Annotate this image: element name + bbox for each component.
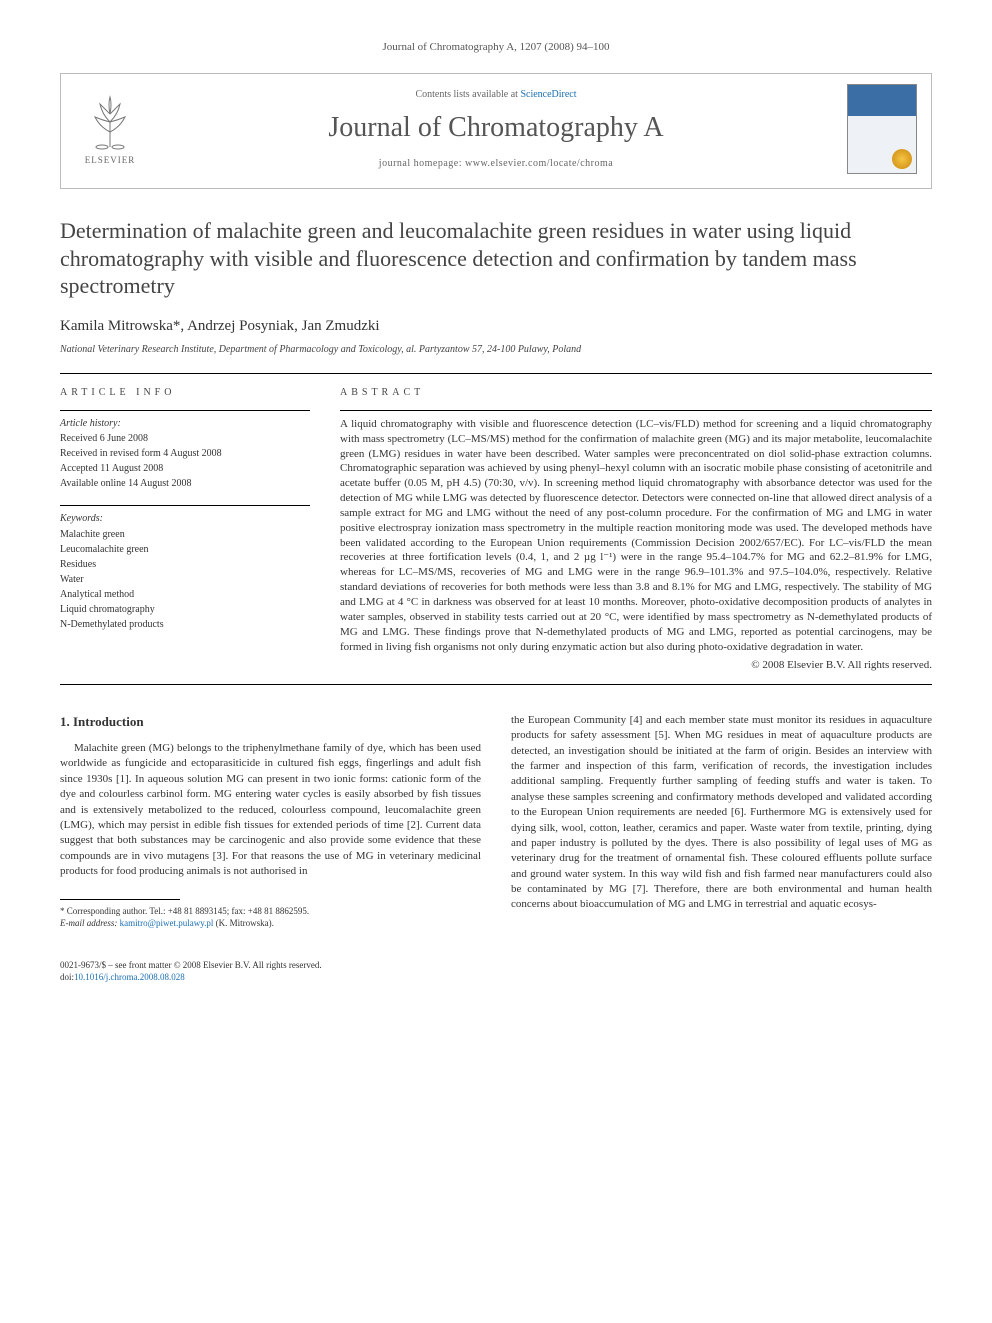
keyword: N-Demethylated products bbox=[60, 618, 310, 632]
body-paragraph: Malachite green (MG) belongs to the trip… bbox=[60, 741, 481, 880]
article-history: Article history: Received 6 June 2008 Re… bbox=[60, 410, 310, 491]
front-matter-line: 0021-9673/$ – see front matter © 2008 El… bbox=[60, 960, 932, 972]
abstract-column: ABSTRACT A liquid chromatography with vi… bbox=[340, 386, 932, 674]
author-email-link[interactable]: kamitro@piwet.pulawy.pl bbox=[120, 918, 214, 928]
doi-link[interactable]: 10.1016/j.chroma.2008.08.028 bbox=[74, 972, 185, 982]
footnote-separator bbox=[60, 899, 180, 900]
body-paragraph: the European Community [4] and each memb… bbox=[511, 713, 932, 913]
divider bbox=[60, 373, 932, 374]
keyword: Water bbox=[60, 573, 310, 587]
page-footer: 0021-9673/$ – see front matter © 2008 El… bbox=[60, 960, 932, 983]
journal-homepage: journal homepage: www.elsevier.com/locat… bbox=[161, 157, 831, 171]
body-left-column: 1. Introduction Malachite green (MG) bel… bbox=[60, 713, 481, 930]
footnote-line: * Corresponding author. Tel.: +48 81 889… bbox=[60, 906, 481, 918]
history-label: Article history: bbox=[60, 417, 310, 431]
history-item: Received 6 June 2008 bbox=[60, 432, 310, 446]
sciencedirect-link[interactable]: ScienceDirect bbox=[520, 89, 576, 100]
abstract-copyright: © 2008 Elsevier B.V. All rights reserved… bbox=[340, 658, 932, 673]
doi-prefix: doi: bbox=[60, 972, 74, 982]
history-item: Accepted 11 August 2008 bbox=[60, 462, 310, 476]
publisher-name: ELSEVIER bbox=[85, 154, 136, 167]
history-item: Received in revised form 4 August 2008 bbox=[60, 447, 310, 461]
elsevier-tree-icon bbox=[80, 92, 140, 152]
keyword: Liquid chromatography bbox=[60, 603, 310, 617]
footnote-email-line: E-mail address: kamitro@piwet.pulawy.pl … bbox=[60, 918, 481, 930]
email-label: E-mail address: bbox=[60, 918, 120, 928]
author-list: Kamila Mitrowska*, Andrzej Posyniak, Jan… bbox=[60, 316, 932, 337]
keywords-block: Keywords: Malachite green Leucomalachite… bbox=[60, 505, 310, 632]
journal-cover-thumbnail bbox=[847, 84, 917, 174]
publisher-logo: ELSEVIER bbox=[75, 89, 145, 169]
abstract-heading: ABSTRACT bbox=[340, 386, 932, 400]
contents-prefix: Contents lists available at bbox=[415, 89, 520, 100]
body-right-column: the European Community [4] and each memb… bbox=[511, 713, 932, 930]
article-info-column: ARTICLE INFO Article history: Received 6… bbox=[60, 386, 310, 674]
masthead-center: Contents lists available at ScienceDirec… bbox=[161, 88, 831, 171]
info-abstract-row: ARTICLE INFO Article history: Received 6… bbox=[60, 386, 932, 674]
keywords-label: Keywords: bbox=[60, 512, 310, 526]
keyword: Residues bbox=[60, 558, 310, 572]
body-columns: 1. Introduction Malachite green (MG) bel… bbox=[60, 713, 932, 930]
running-head: Journal of Chromatography A, 1207 (2008)… bbox=[60, 40, 932, 55]
journal-title: Journal of Chromatography A bbox=[161, 108, 831, 147]
author-affiliation: National Veterinary Research Institute, … bbox=[60, 343, 932, 357]
article-info-heading: ARTICLE INFO bbox=[60, 386, 310, 400]
keyword: Malachite green bbox=[60, 528, 310, 542]
contents-available-line: Contents lists available at ScienceDirec… bbox=[161, 88, 831, 102]
intro-heading: 1. Introduction bbox=[60, 713, 481, 731]
keyword: Leucomalachite green bbox=[60, 543, 310, 557]
keyword: Analytical method bbox=[60, 588, 310, 602]
abstract-text: A liquid chromatography with visible and… bbox=[340, 410, 932, 655]
doi-line: doi:10.1016/j.chroma.2008.08.028 bbox=[60, 972, 932, 984]
history-item: Available online 14 August 2008 bbox=[60, 477, 310, 491]
email-suffix: (K. Mitrowska). bbox=[213, 918, 274, 928]
divider bbox=[60, 684, 932, 685]
journal-masthead: ELSEVIER Contents lists available at Sci… bbox=[60, 73, 932, 189]
article-title: Determination of malachite green and leu… bbox=[60, 217, 932, 300]
corresponding-author-footnote: * Corresponding author. Tel.: +48 81 889… bbox=[60, 906, 481, 929]
